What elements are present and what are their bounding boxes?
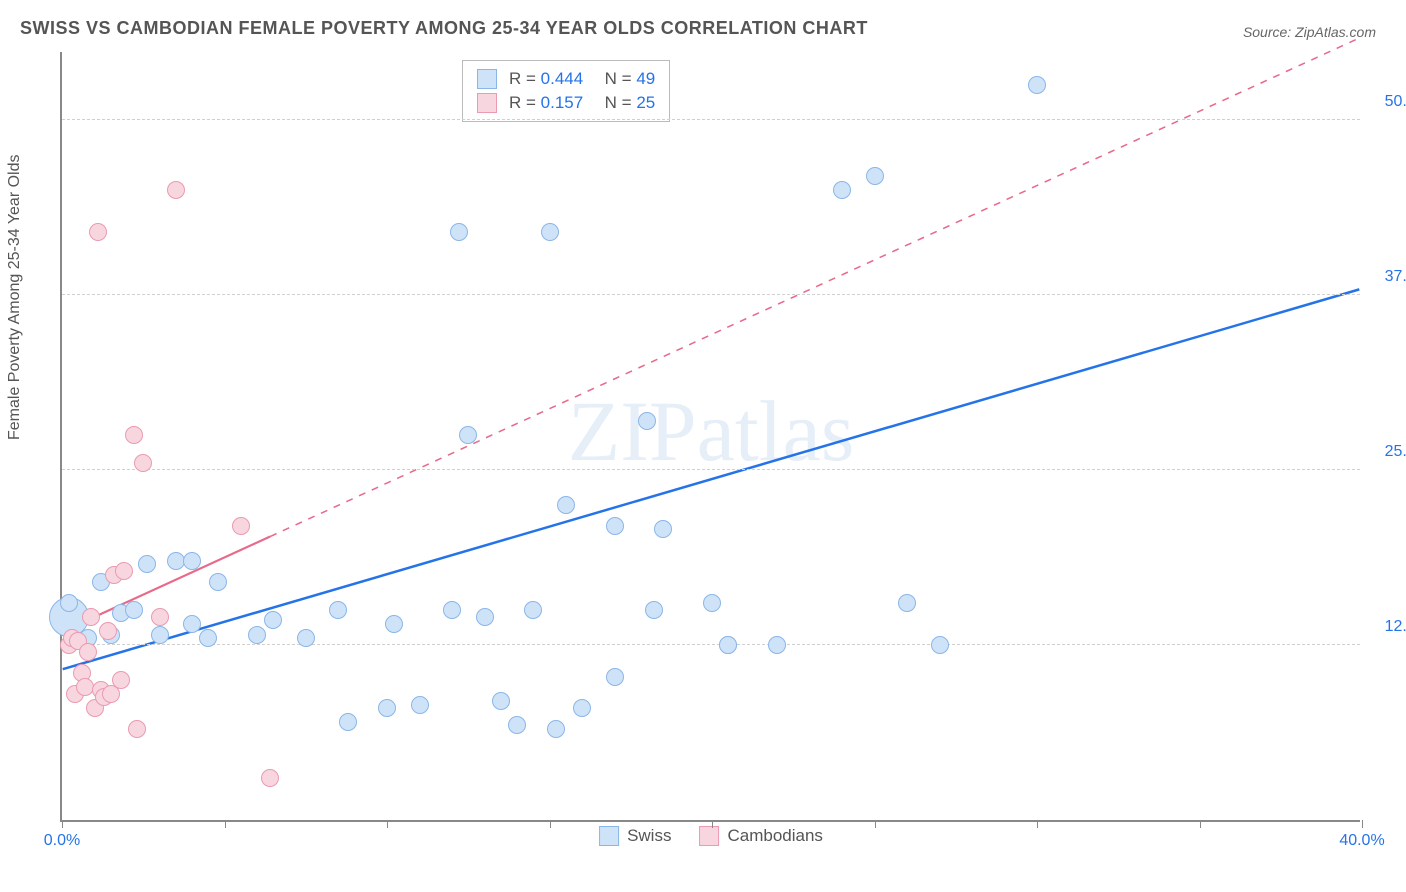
source-prefix: Source: <box>1243 24 1295 40</box>
legend: Swiss Cambodians <box>599 816 823 846</box>
y-tick-label: 12.5% <box>1385 618 1406 636</box>
legend-swatch <box>599 826 619 846</box>
scatter-point-swiss <box>339 713 357 731</box>
scatter-point-swiss <box>385 615 403 633</box>
scatter-point-swiss <box>638 412 656 430</box>
y-tick-label: 37.5% <box>1385 268 1406 286</box>
scatter-point-swiss <box>411 696 429 714</box>
gridline-h <box>62 294 1360 295</box>
y-axis-label: Female Poverty Among 25-34 Year Olds <box>6 155 24 441</box>
legend-item-swiss: Swiss <box>599 826 671 846</box>
scatter-point-cambodians <box>99 622 117 640</box>
y-tick-label: 25.0% <box>1385 443 1406 461</box>
x-tick <box>550 820 551 828</box>
scatter-point-swiss <box>524 601 542 619</box>
scatter-point-cambodians <box>76 678 94 696</box>
x-tick-label: 0.0% <box>44 832 80 850</box>
scatter-point-cambodians <box>82 608 100 626</box>
legend-label: Cambodians <box>727 826 822 846</box>
scatter-point-swiss <box>492 692 510 710</box>
x-tick <box>1362 820 1363 828</box>
scatter-point-swiss <box>606 517 624 535</box>
scatter-point-swiss <box>443 601 461 619</box>
stat-r: R = 0.444 <box>509 69 583 89</box>
scatter-point-swiss <box>476 608 494 626</box>
scatter-point-swiss <box>654 520 672 538</box>
legend-swatch <box>699 826 719 846</box>
x-tick <box>875 820 876 828</box>
source-attribution: Source: ZipAtlas.com <box>1243 24 1376 40</box>
scatter-point-swiss <box>606 668 624 686</box>
gridline-h <box>62 469 1360 470</box>
x-tick <box>225 820 226 828</box>
scatter-point-swiss <box>573 699 591 717</box>
scatter-point-swiss <box>151 626 169 644</box>
scatter-point-swiss <box>60 594 78 612</box>
correlation-stats-box: R = 0.444 N = 49R = 0.157 N = 25 <box>462 60 670 122</box>
scatter-point-cambodians <box>151 608 169 626</box>
x-tick <box>712 820 713 828</box>
trend-lines-layer <box>62 52 1360 820</box>
source-name: ZipAtlas.com <box>1295 24 1376 40</box>
scatter-point-swiss <box>183 615 201 633</box>
scatter-point-cambodians <box>115 562 133 580</box>
trendline-swiss <box>63 289 1360 669</box>
plot-area: ZIPatlas R = 0.444 N = 49R = 0.157 N = 2… <box>60 52 1360 822</box>
scatter-point-swiss <box>541 223 559 241</box>
scatter-point-swiss <box>459 426 477 444</box>
scatter-point-swiss <box>931 636 949 654</box>
series-swatch <box>477 93 497 113</box>
scatter-point-swiss <box>645 601 663 619</box>
scatter-point-swiss <box>547 720 565 738</box>
scatter-point-cambodians <box>261 769 279 787</box>
scatter-point-swiss <box>209 573 227 591</box>
scatter-point-swiss <box>508 716 526 734</box>
scatter-point-swiss <box>703 594 721 612</box>
scatter-point-swiss <box>125 601 143 619</box>
scatter-point-swiss <box>329 601 347 619</box>
scatter-point-swiss <box>264 611 282 629</box>
x-tick <box>1200 820 1201 828</box>
scatter-point-cambodians <box>112 671 130 689</box>
y-tick-label: 50.0% <box>1385 93 1406 111</box>
x-tick-label: 40.0% <box>1339 832 1384 850</box>
scatter-point-swiss <box>199 629 217 647</box>
chart-title: SWISS VS CAMBODIAN FEMALE POVERTY AMONG … <box>20 18 868 39</box>
scatter-point-swiss <box>768 636 786 654</box>
stats-row-cambodians: R = 0.157 N = 25 <box>477 91 655 115</box>
x-tick <box>1037 820 1038 828</box>
scatter-point-swiss <box>898 594 916 612</box>
scatter-point-swiss <box>138 555 156 573</box>
scatter-point-swiss <box>378 699 396 717</box>
trendline-extrapolated-cambodians <box>270 38 1359 537</box>
stats-row-swiss: R = 0.444 N = 49 <box>477 67 655 91</box>
scatter-point-cambodians <box>232 517 250 535</box>
scatter-point-cambodians <box>79 643 97 661</box>
legend-item-cambodians: Cambodians <box>699 826 822 846</box>
scatter-point-swiss <box>183 552 201 570</box>
x-tick <box>387 820 388 828</box>
scatter-point-cambodians <box>125 426 143 444</box>
scatter-point-cambodians <box>134 454 152 472</box>
scatter-point-swiss <box>833 181 851 199</box>
gridline-h <box>62 119 1360 120</box>
scatter-point-cambodians <box>89 223 107 241</box>
stat-n: N = 49 <box>595 69 655 89</box>
stat-n: N = 25 <box>595 93 655 113</box>
scatter-point-swiss <box>1028 76 1046 94</box>
scatter-point-cambodians <box>128 720 146 738</box>
scatter-point-cambodians <box>167 181 185 199</box>
stat-r: R = 0.157 <box>509 93 583 113</box>
series-swatch <box>477 69 497 89</box>
x-tick <box>62 820 63 828</box>
scatter-point-swiss <box>719 636 737 654</box>
scatter-point-swiss <box>557 496 575 514</box>
scatter-point-swiss <box>248 626 266 644</box>
legend-label: Swiss <box>627 826 671 846</box>
scatter-point-swiss <box>866 167 884 185</box>
scatter-point-swiss <box>297 629 315 647</box>
scatter-point-swiss <box>450 223 468 241</box>
